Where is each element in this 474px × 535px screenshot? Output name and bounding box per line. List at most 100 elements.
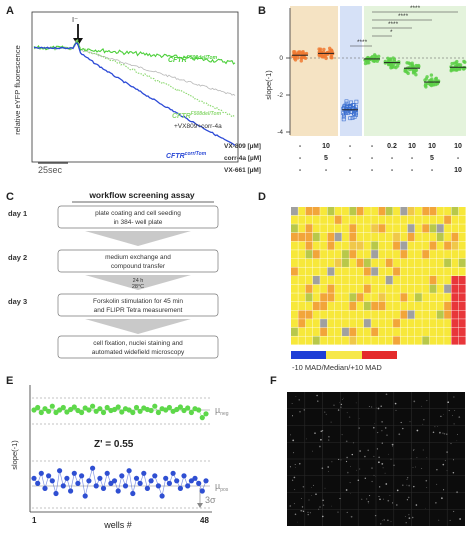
nucleus-dot bbox=[446, 433, 448, 435]
panel-b-letter: B bbox=[258, 5, 266, 17]
data-point bbox=[317, 53, 321, 58]
heatmap-cell bbox=[342, 250, 349, 259]
heatmap-cell bbox=[312, 258, 320, 267]
scatter-point bbox=[133, 404, 140, 411]
nucleus-dot bbox=[381, 430, 383, 432]
scatter-point bbox=[115, 488, 121, 494]
heatmap-cell bbox=[378, 267, 386, 276]
heatmap-cell bbox=[327, 232, 335, 242]
heatmap-cell bbox=[356, 301, 364, 311]
scatter-point bbox=[71, 404, 77, 410]
heatmap-cell bbox=[393, 284, 400, 293]
label-f508del-corrected: CFTRF508del/Tom bbox=[172, 111, 222, 120]
scatter-point bbox=[188, 409, 194, 416]
day-2-label: day 2 bbox=[8, 253, 27, 262]
scatter-point bbox=[64, 475, 70, 481]
heatmap-cell bbox=[436, 241, 444, 250]
heatmap-cell bbox=[436, 250, 444, 259]
data-point bbox=[413, 69, 417, 73]
nucleus-dot bbox=[311, 494, 312, 496]
nucleus-dot bbox=[291, 479, 294, 481]
nucleus-dot bbox=[404, 516, 406, 517]
nucleus-dot bbox=[438, 519, 440, 521]
heatmap-cell bbox=[458, 336, 466, 345]
nucleus-dot bbox=[301, 506, 304, 508]
nucleus-dot bbox=[330, 421, 332, 423]
nucleus-dot bbox=[443, 489, 445, 491]
nucleus-dot bbox=[359, 468, 361, 470]
day-3-label: day 3 bbox=[8, 297, 27, 306]
xtick-1: 1 bbox=[32, 516, 37, 525]
heatmap-cell bbox=[320, 250, 328, 259]
heatmap-cell bbox=[371, 258, 379, 267]
label-corrector-note: +VX809+corr-4a bbox=[174, 123, 222, 130]
heatmap-cell bbox=[407, 267, 415, 276]
heatmap-cell bbox=[444, 336, 452, 345]
nucleus-dot bbox=[422, 423, 424, 425]
nucleus-dot bbox=[381, 421, 383, 423]
nucleus-dot bbox=[442, 432, 444, 434]
nucleus-dot bbox=[421, 405, 423, 407]
heatmap-cell bbox=[400, 284, 408, 293]
nucleus-dot bbox=[302, 510, 305, 512]
nucleus-dot bbox=[380, 523, 382, 525]
scatter-point bbox=[177, 404, 183, 410]
heatmap-cell bbox=[320, 232, 328, 242]
nucleus-dot bbox=[426, 457, 428, 459]
heatmap-cell bbox=[378, 207, 386, 216]
heatmap-cell bbox=[436, 258, 444, 267]
heatmap-cell bbox=[393, 207, 400, 216]
tick-minus-2: -2 bbox=[277, 92, 283, 99]
heatmap-cell bbox=[320, 276, 328, 285]
step-4-text-b: automated widefield microscopy bbox=[92, 349, 185, 356]
scatter-point bbox=[155, 483, 161, 489]
heatmap-cell bbox=[400, 301, 408, 311]
heatmap-cell bbox=[334, 250, 342, 259]
heatmap-cell bbox=[451, 276, 459, 285]
heatmap-cell bbox=[385, 250, 393, 259]
heatmap-cell bbox=[458, 267, 466, 276]
heatmap-cell bbox=[458, 310, 466, 319]
heatmap-cell bbox=[407, 310, 415, 319]
heatmap-cell bbox=[349, 207, 357, 216]
nucleus-dot bbox=[387, 519, 389, 522]
nucleus-dot bbox=[413, 400, 416, 403]
heatmap-cell bbox=[312, 215, 320, 224]
scatter-point bbox=[111, 478, 118, 484]
table-cell: - bbox=[371, 143, 374, 150]
scatter-point bbox=[159, 493, 165, 499]
stimulus-label: I⁻ bbox=[72, 15, 78, 24]
scatter-point bbox=[104, 470, 110, 476]
data-point bbox=[452, 61, 457, 65]
data-point bbox=[457, 62, 461, 67]
scatter-point bbox=[192, 475, 198, 481]
heatmap-cell bbox=[444, 267, 452, 276]
heatmap-cell bbox=[305, 258, 313, 267]
flow-arrow-1-icon bbox=[85, 231, 191, 246]
heatmap-cell bbox=[320, 207, 328, 216]
heatmap-cell bbox=[334, 267, 342, 276]
panel-a-frame bbox=[31, 11, 239, 163]
heatmap-cell bbox=[414, 276, 422, 285]
heatmap-cell bbox=[334, 258, 342, 267]
heatmap-cell bbox=[363, 241, 371, 250]
scatter-point bbox=[104, 404, 110, 411]
heatmap-cell bbox=[371, 215, 379, 224]
nucleus-dot bbox=[340, 403, 343, 406]
nucleus-dot bbox=[391, 443, 394, 446]
data-point bbox=[348, 116, 353, 121]
table-cell: - bbox=[325, 167, 328, 174]
heatmap-cell bbox=[444, 327, 452, 336]
heatmap-cell bbox=[458, 284, 466, 293]
heatmap-cell bbox=[451, 224, 459, 233]
scatter-point bbox=[75, 480, 81, 486]
heatmap-cell bbox=[327, 258, 335, 267]
heatmap-cell bbox=[298, 293, 306, 302]
panel-d: D -10 MAD/Median/+10 MAD bbox=[258, 191, 466, 372]
heatmap-cell bbox=[451, 301, 459, 311]
nucleus-dot bbox=[298, 399, 300, 401]
nucleus-dot bbox=[437, 426, 439, 427]
nucleus-dot bbox=[412, 467, 414, 468]
nucleus-dot bbox=[378, 461, 380, 464]
xtick-48: 48 bbox=[200, 516, 209, 525]
